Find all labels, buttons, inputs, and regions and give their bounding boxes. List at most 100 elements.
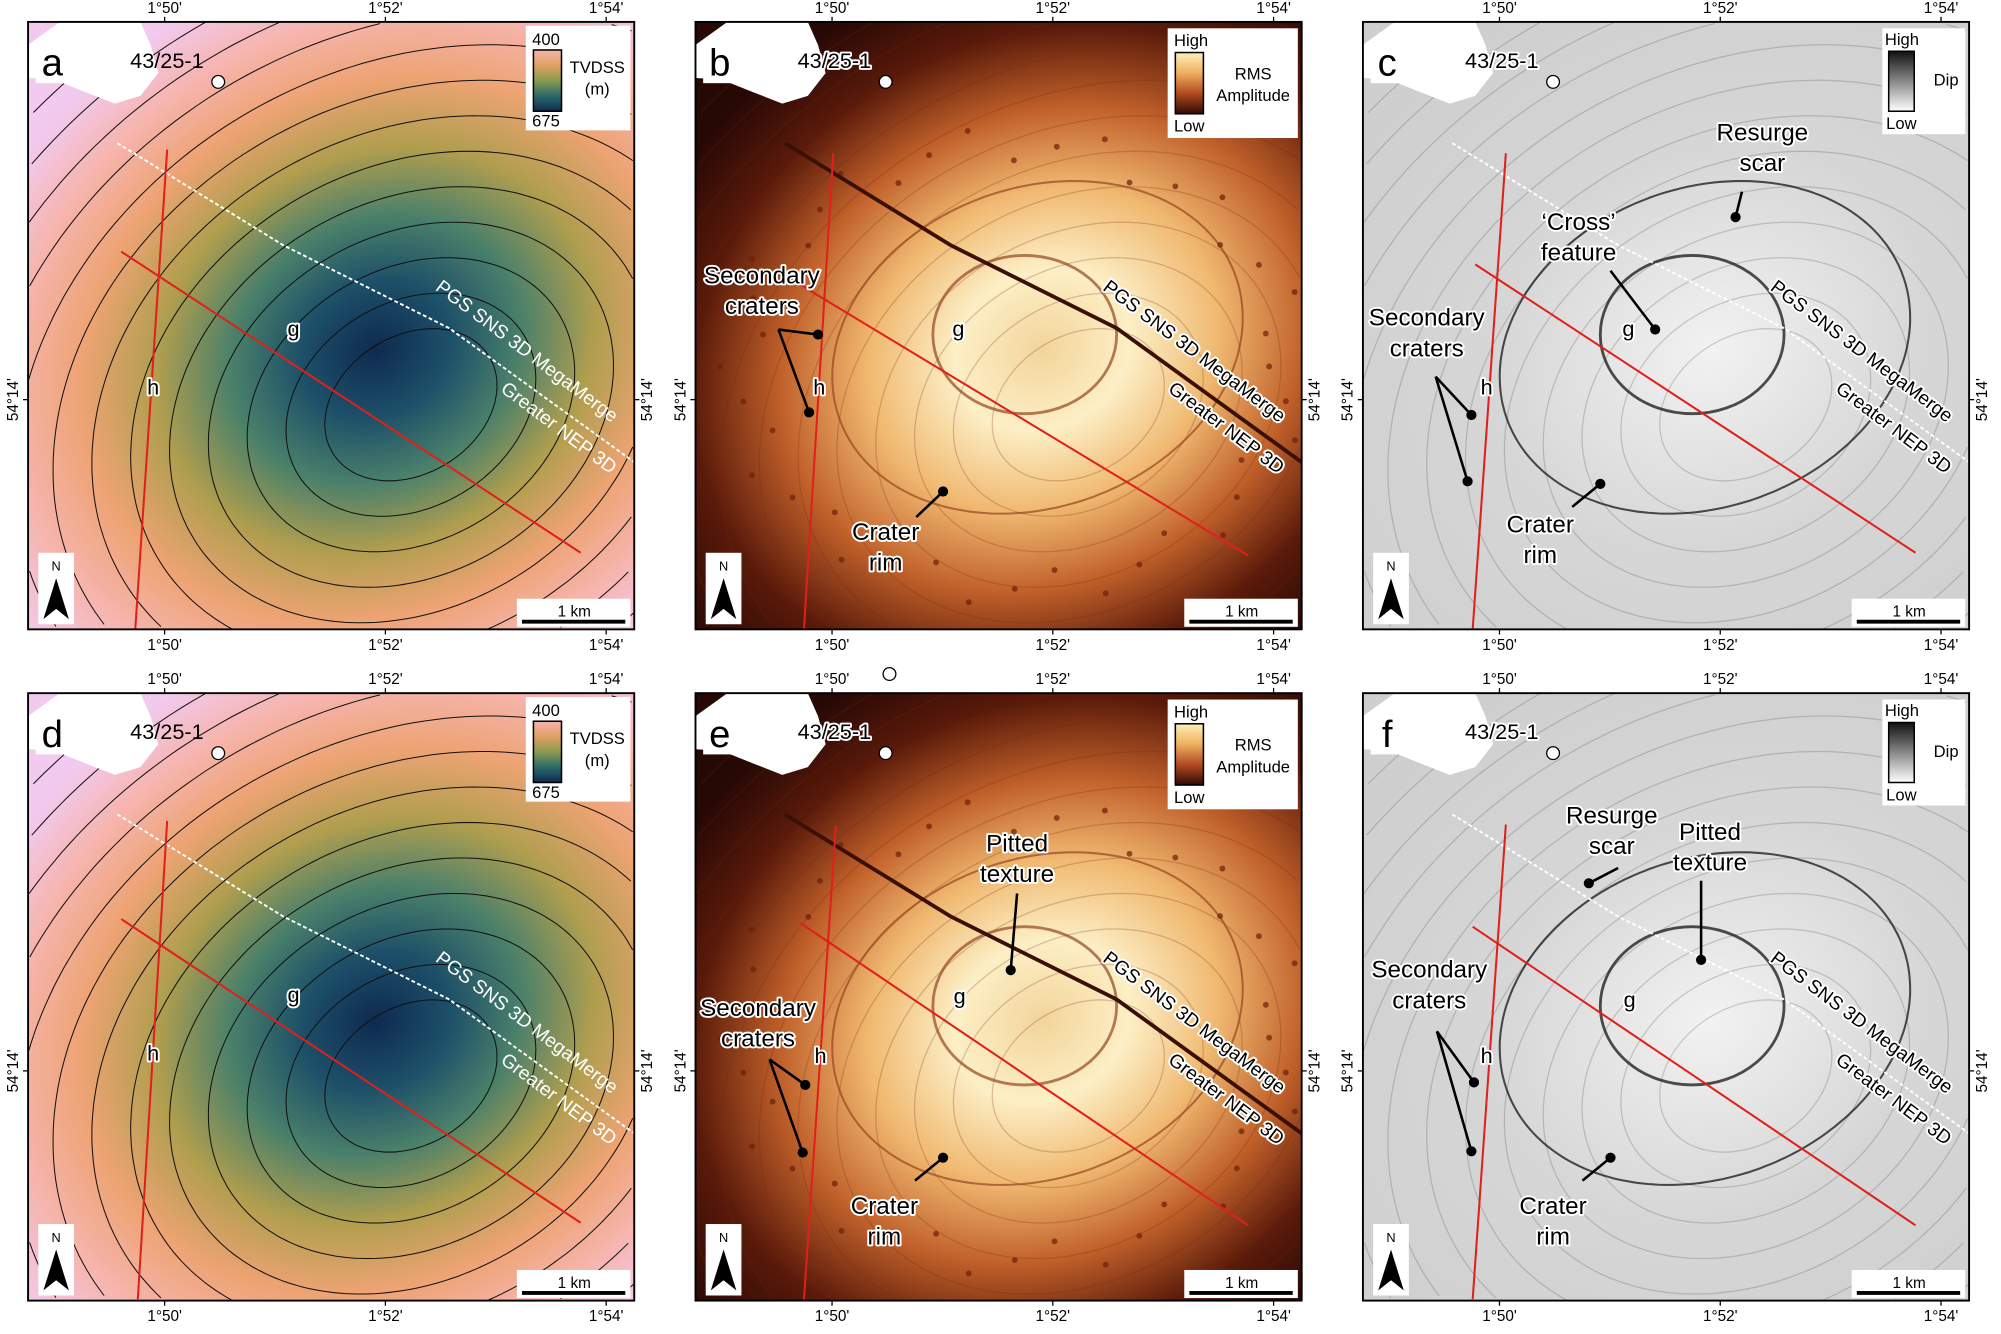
secondary-crater-pit xyxy=(838,1227,845,1234)
longitude-label-top: 1°52' xyxy=(1036,671,1071,688)
secondary-crater-pit xyxy=(1172,183,1179,190)
leader-line xyxy=(1581,1156,1612,1182)
north-arrow: N xyxy=(38,1224,75,1296)
secondary-crater-pit xyxy=(1291,1108,1298,1115)
legend-title: Dip xyxy=(1934,71,1959,90)
annotation-crater-rim: Crater rim xyxy=(850,486,949,579)
latitude-label-left: 54°14' xyxy=(1340,1049,1357,1092)
color-ramp xyxy=(532,49,563,113)
well-name: 43/25-1 xyxy=(1465,719,1539,744)
annotation-label: scar xyxy=(1589,833,1635,860)
longitude-label-top: 1°50' xyxy=(815,0,850,17)
secondary-crater-pit xyxy=(749,1143,755,1150)
leader-line xyxy=(768,1058,804,1154)
texture-ring xyxy=(1659,999,1833,1153)
profile-line-h xyxy=(802,153,835,630)
leader-dot xyxy=(803,407,815,418)
contour-line xyxy=(169,186,634,624)
outer-crater-rim xyxy=(1498,851,1912,1186)
secondary-crater-pit xyxy=(716,1035,723,1042)
annotation-label: Secondary xyxy=(700,995,817,1022)
north-arrow-icon xyxy=(710,1249,737,1291)
secondary-crater-pit xyxy=(1053,815,1060,821)
latitude-label-right: 54°14' xyxy=(1307,378,1324,421)
north-arrow-icon xyxy=(43,1249,69,1291)
secondary-crater-pit xyxy=(769,1098,776,1105)
secondary-crater-pit xyxy=(740,1069,747,1076)
longitude-label-bottom: 1°52' xyxy=(368,637,403,654)
secondary-crater-pit xyxy=(1238,1128,1245,1135)
contour-line xyxy=(246,257,576,553)
secondary-crater-pit xyxy=(964,127,971,134)
annotation-label: craters xyxy=(1390,335,1464,362)
texture-ring xyxy=(696,21,948,223)
inner-crater-ring xyxy=(1598,254,1786,416)
north-arrow: N xyxy=(705,552,742,625)
secondary-crater-pit xyxy=(1291,437,1298,444)
north-arrow: N xyxy=(705,1224,742,1296)
well-name: 43/25-1 xyxy=(798,48,872,73)
panel-letter-bg xyxy=(35,39,69,84)
leader-line xyxy=(914,1156,944,1182)
well-name: 43/25-1 xyxy=(130,48,204,73)
legend-title: Amplitude xyxy=(1216,757,1290,776)
secondary-crater-pit xyxy=(750,295,757,302)
color-ramp xyxy=(1174,51,1205,115)
north-arrow: N xyxy=(38,552,75,625)
profile-label-g: g xyxy=(287,982,299,1007)
annotation-crater-rim: Crater rim xyxy=(1517,1152,1616,1252)
profile-label-h: h xyxy=(147,375,159,400)
longitude-label-bottom: 1°50' xyxy=(147,637,182,654)
profile-line-g xyxy=(776,269,1249,557)
texture-ring xyxy=(875,892,1282,1260)
annotation-label: rim xyxy=(868,1223,902,1250)
well-name: 43/25-1 xyxy=(130,719,204,744)
texture-ring xyxy=(1363,21,1615,223)
north-label: N xyxy=(719,559,728,574)
contour-line xyxy=(207,221,614,588)
leader-dot xyxy=(1466,409,1477,421)
leader-dot xyxy=(1005,964,1016,976)
secondary-crater-pit xyxy=(1291,289,1298,296)
profile-line-g xyxy=(1474,263,1917,554)
leader-line xyxy=(1434,376,1469,482)
secondary-crater-pit xyxy=(1266,363,1273,370)
secondary-crater-pit xyxy=(1219,865,1226,872)
profile-label-h: h xyxy=(1481,375,1493,400)
profile-line-g xyxy=(1472,925,1917,1227)
legend-min: Low xyxy=(1174,117,1205,136)
secondary-crater-pit xyxy=(895,180,902,187)
longitude-label-top: 1°54' xyxy=(1256,671,1291,688)
longitude-label-top: 1°50' xyxy=(1482,671,1517,688)
annotation-label: Pitted xyxy=(1679,819,1741,846)
secondary-crater-pit xyxy=(1219,194,1226,201)
color-ramp xyxy=(1174,723,1205,786)
secondary-crater-pit xyxy=(933,559,939,566)
well-marker xyxy=(878,746,893,761)
secondary-crater-pit xyxy=(1126,179,1133,186)
texture-ring xyxy=(913,257,1243,553)
contour-line xyxy=(324,328,498,482)
scale-label: 1 km xyxy=(558,604,591,621)
secondary-crater-pit xyxy=(748,255,755,262)
annotation-label: texture xyxy=(1673,850,1747,877)
panel-letter-bg xyxy=(703,711,737,755)
north-label: N xyxy=(1386,1230,1395,1245)
panel-frame xyxy=(1361,20,1971,631)
texture-ring xyxy=(1542,221,1949,588)
secondary-crater-pit xyxy=(740,398,747,405)
legend-rms: High Low RMS Amplitude xyxy=(1167,28,1298,139)
secondary-crater-pit xyxy=(964,799,971,806)
leader-line xyxy=(1009,893,1019,971)
profile-label-g: g xyxy=(1624,987,1636,1012)
panel-frame xyxy=(1361,692,1971,1302)
legend-max: High xyxy=(1174,31,1208,50)
secondary-crater-pit xyxy=(1010,828,1017,835)
legend-title: (m) xyxy=(585,751,610,770)
outer-crater-rim xyxy=(1498,180,1912,515)
annotation-secondary-craters: Secondary craters xyxy=(1369,955,1490,1157)
scale-bar: 1 km xyxy=(1851,598,1966,627)
